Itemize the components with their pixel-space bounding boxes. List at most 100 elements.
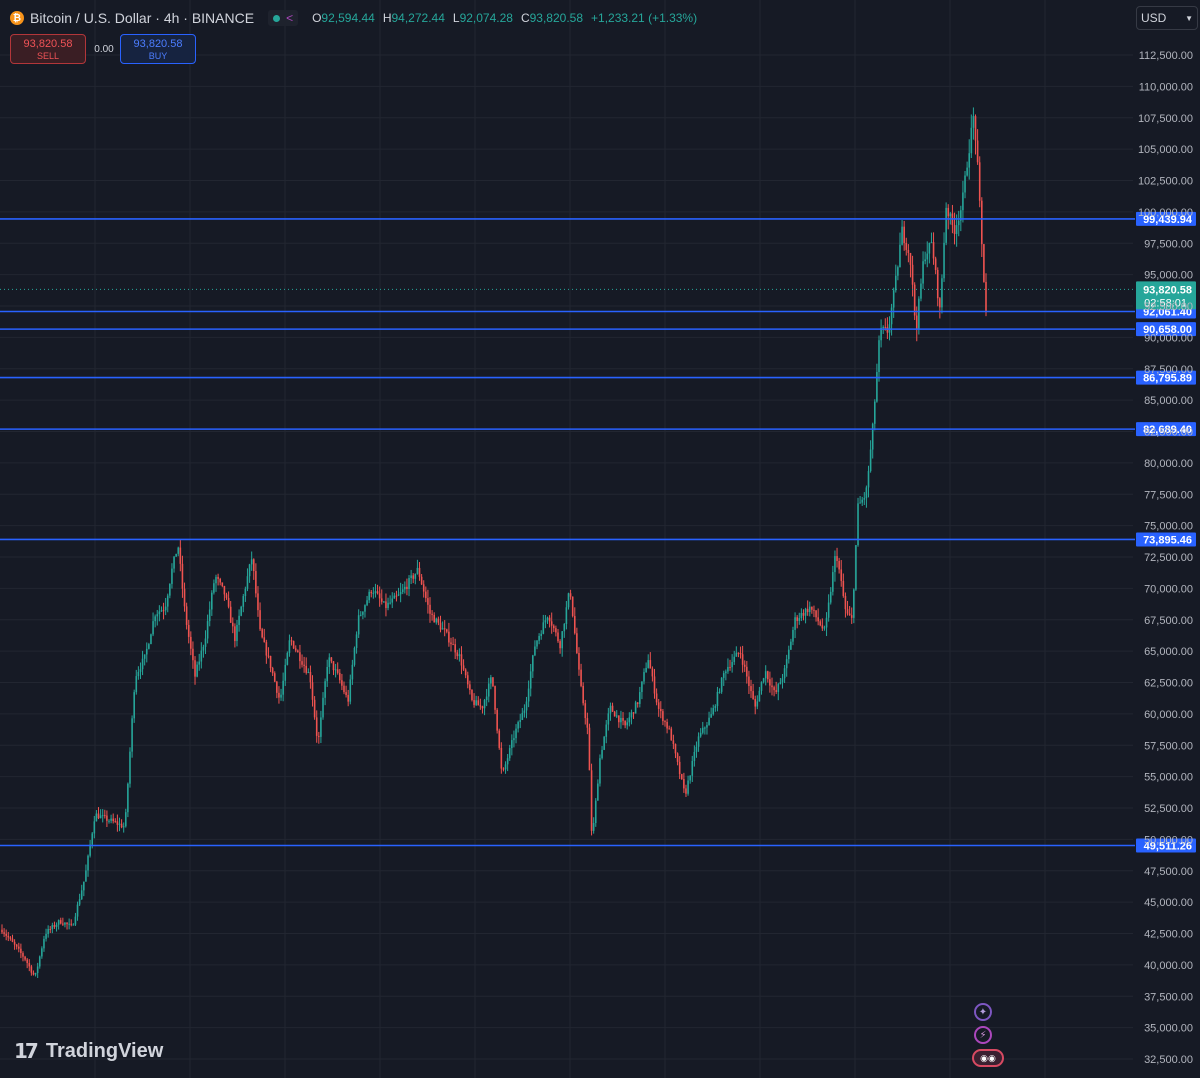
candle-body: [290, 640, 293, 642]
candle-body: [374, 591, 377, 593]
price-tick-label: 112,500.00: [1139, 50, 1193, 62]
candle-body: [712, 707, 715, 715]
sell-button[interactable]: 93,820.58 SELL: [10, 34, 86, 64]
candle-body: [282, 680, 284, 695]
candle-body: [322, 697, 324, 718]
candle-body: [255, 571, 257, 594]
symbol-legend: ₿ Bitcoin / U.S. Dollar · 4h · BINANCE <…: [10, 8, 697, 28]
candle-body: [867, 471, 870, 488]
price-tick-label: 85,000.00: [1144, 395, 1193, 407]
candle-body: [376, 591, 379, 594]
candle-body: [242, 596, 245, 607]
price-tick-label: 75,000.00: [1144, 521, 1193, 533]
candle-body: [590, 770, 593, 831]
candle-body: [301, 661, 303, 665]
candle-body: [792, 629, 794, 642]
currency-selector[interactable]: USD ▼: [1136, 6, 1198, 30]
last-price-label-bg: [1136, 281, 1196, 310]
candle-body: [466, 675, 469, 685]
share-icon[interactable]: <: [286, 11, 294, 25]
candle-body: [542, 622, 545, 634]
candle-body: [349, 679, 352, 702]
price-tick-label: 105,000.00: [1138, 144, 1193, 156]
candle-body: [124, 812, 127, 827]
sparkle-icon[interactable]: ✦: [974, 1003, 992, 1021]
candle-body: [934, 258, 937, 270]
candle-body: [215, 576, 217, 584]
candle-body: [861, 499, 864, 503]
candle-body: [485, 696, 488, 701]
candle-body: [471, 689, 473, 701]
candle-body: [924, 259, 926, 262]
candle-body: [85, 870, 87, 882]
market-status[interactable]: <: [268, 10, 299, 26]
candle-body: [286, 652, 289, 665]
candle-body: [534, 646, 536, 656]
candle-body: [74, 916, 77, 925]
candle-body: [408, 578, 410, 590]
candle-body: [154, 616, 156, 622]
candle-body: [204, 638, 207, 647]
candle-body: [162, 610, 165, 612]
candle-body: [632, 712, 635, 714]
symbol-title[interactable]: Bitcoin / U.S. Dollar · 4h · BINANCE: [30, 10, 255, 26]
us-flag-icon[interactable]: ◉◉: [972, 1049, 1004, 1067]
price-tick-label: 77,500.00: [1144, 489, 1193, 501]
high-label: H: [382, 11, 392, 25]
candle-body: [936, 269, 939, 299]
candle-body: [238, 615, 240, 625]
candle-body: [901, 226, 903, 245]
candle-body: [957, 220, 960, 226]
candle-body: [175, 553, 177, 557]
level-label-bg: [1136, 370, 1196, 385]
candle-body: [716, 691, 719, 707]
candle-body: [834, 556, 836, 573]
currency-label: USD: [1141, 11, 1167, 25]
candle-body: [347, 695, 349, 702]
candle-body: [766, 671, 769, 680]
candle-body: [362, 611, 364, 615]
candle-body: [448, 631, 450, 643]
last-price-label: 93,820.58: [1143, 284, 1192, 296]
candle-body: [949, 213, 952, 217]
candle-body: [30, 966, 33, 973]
lightning-icon[interactable]: ⚡: [974, 1026, 992, 1044]
candle-body: [492, 677, 494, 687]
candle-body: [985, 281, 987, 313]
candle-body: [359, 614, 362, 616]
candle-body: [483, 700, 486, 709]
candle-body: [208, 609, 211, 622]
buy-label: BUY: [148, 51, 168, 61]
candle-body: [683, 779, 685, 789]
candle-body: [731, 661, 733, 668]
candle-body: [28, 963, 31, 967]
price-tick-label: 70,000.00: [1144, 583, 1193, 595]
candle-body: [320, 717, 322, 737]
candle-body: [628, 717, 631, 723]
candle-body: [187, 624, 190, 637]
candle-body: [565, 607, 568, 625]
candle-body: [955, 225, 958, 235]
tradingview-logo-icon: 17: [14, 1039, 39, 1063]
candle-body: [80, 890, 83, 900]
candle-body: [943, 242, 945, 279]
low-label: L: [452, 11, 460, 25]
candle-body: [976, 140, 979, 163]
price-tick-label: 102,500.00: [1138, 176, 1193, 188]
candle-body: [357, 615, 360, 635]
tradingview-logo[interactable]: 17 TradingView: [14, 1038, 163, 1064]
candle-body: [884, 326, 887, 328]
candle-body: [57, 920, 60, 925]
candle-body: [838, 561, 840, 570]
candle-body: [145, 648, 148, 655]
candle-body: [892, 290, 895, 308]
level-label: 86,795.89: [1143, 373, 1192, 385]
candle-body: [758, 690, 761, 702]
candle-body: [842, 580, 845, 596]
buy-button[interactable]: 93,820.58 BUY: [120, 34, 196, 64]
candle-body: [64, 922, 66, 925]
candle-body: [729, 666, 731, 668]
candle-body: [970, 127, 973, 154]
candle-body: [410, 575, 412, 579]
